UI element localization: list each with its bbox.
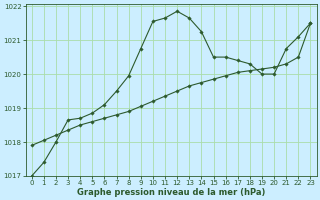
- X-axis label: Graphe pression niveau de la mer (hPa): Graphe pression niveau de la mer (hPa): [77, 188, 265, 197]
